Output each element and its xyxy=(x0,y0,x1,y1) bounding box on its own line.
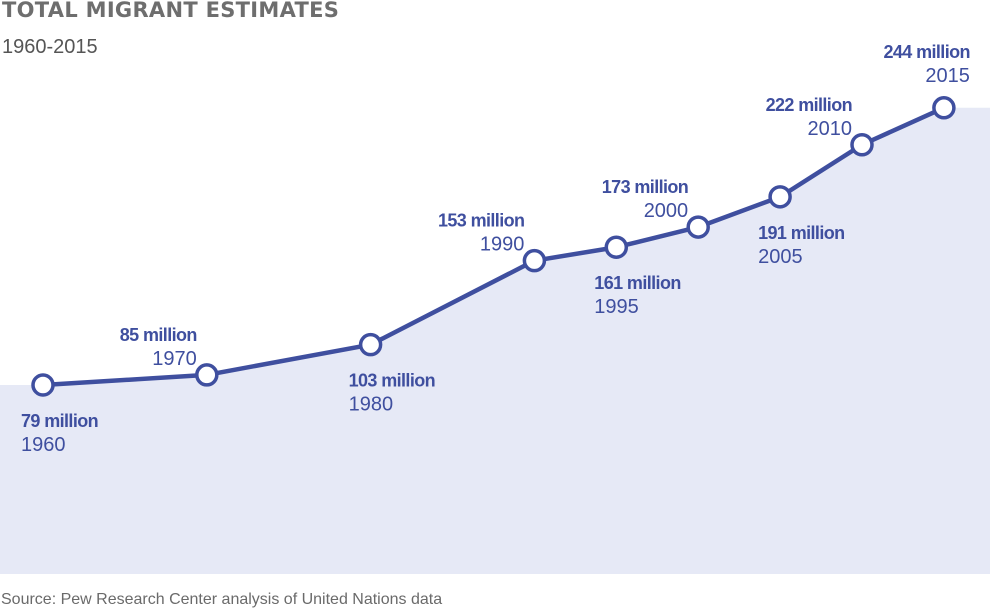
data-point-1980 xyxy=(358,332,383,357)
value-label-2000: 173 million xyxy=(602,177,688,197)
value-label-2010: 222 million xyxy=(766,95,852,115)
data-point-2000 xyxy=(686,215,710,239)
area-fill xyxy=(0,107,990,575)
year-label-1990: 1990 xyxy=(480,234,525,256)
data-point-1995 xyxy=(604,235,629,259)
value-label-2015: 244 million xyxy=(883,42,969,62)
year-label-2000: 2000 xyxy=(644,200,689,222)
chart-subtitle: 1960-2015 xyxy=(2,36,98,58)
year-label-2005: 2005 xyxy=(758,246,803,268)
value-label-1995: 161 million xyxy=(594,273,680,293)
data-point-2015 xyxy=(932,96,956,120)
year-label-2015: 2015 xyxy=(925,65,970,87)
data-point-2010 xyxy=(850,133,874,157)
year-label-2010: 2010 xyxy=(808,118,853,140)
value-label-1970: 85 million xyxy=(120,325,197,345)
source-note: Source: Pew Research Center analysis of … xyxy=(1,591,443,608)
year-label-1960: 1960 xyxy=(21,434,66,456)
year-label-1995: 1995 xyxy=(594,296,639,318)
data-point-2005 xyxy=(768,185,792,209)
year-label-1970: 1970 xyxy=(152,348,197,370)
value-label-1960: 79 million xyxy=(21,411,98,431)
value-label-1980: 103 million xyxy=(349,371,435,391)
data-point-1960 xyxy=(31,373,55,397)
data-point-1970 xyxy=(195,363,219,387)
value-label-1990: 153 million xyxy=(438,211,524,231)
value-label-2005: 191 million xyxy=(758,223,844,243)
year-label-1980: 1980 xyxy=(349,394,394,416)
chart-title: TOTAL MIGRANT ESTIMATES xyxy=(2,0,340,22)
data-point-1990 xyxy=(522,248,547,273)
